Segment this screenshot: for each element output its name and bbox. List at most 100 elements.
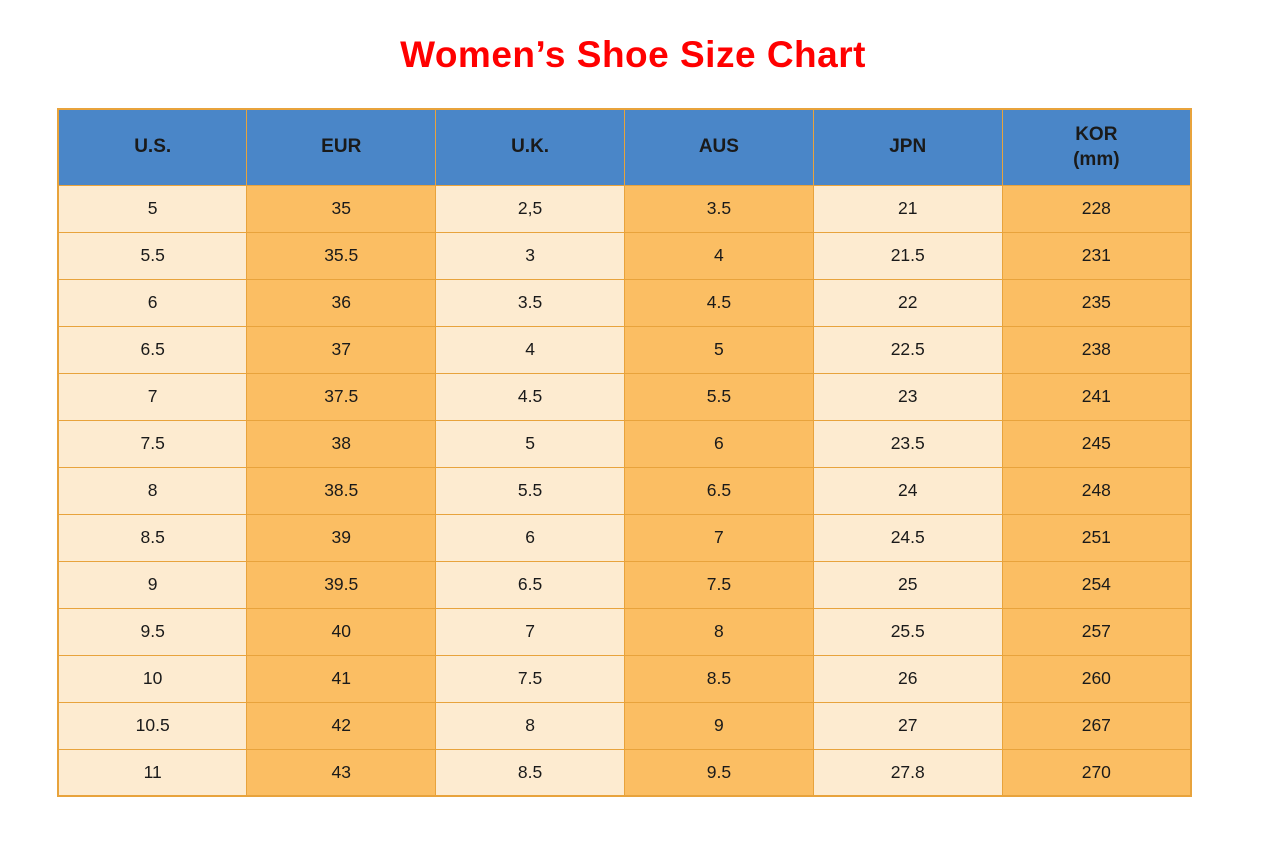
table-cell: 27 xyxy=(812,701,1003,750)
table-cell: 5.5 xyxy=(57,231,248,280)
table-cell: 3.5 xyxy=(623,184,814,233)
table-cell: 23.5 xyxy=(812,419,1003,468)
table-cell: 7 xyxy=(57,372,248,421)
table-cell: 6.5 xyxy=(435,560,625,609)
table-cell: 9.5 xyxy=(57,607,248,656)
table-cell: 9 xyxy=(57,560,248,609)
table-cell: 37.5 xyxy=(246,372,437,421)
column-header-jpn: JPN xyxy=(812,108,1003,186)
table-cell: 7.5 xyxy=(57,419,248,468)
table-cell: 4.5 xyxy=(623,278,814,327)
table-cell: 260 xyxy=(1001,654,1192,703)
size-table-body: 5 35 2,5 3.5 21 228 5.5 35.5 3 4 21.5 231 6 36 3.5 4.5 2… xyxy=(57,184,1192,797)
table-cell: 25 xyxy=(812,560,1003,609)
table-cell: 5 xyxy=(57,184,248,233)
table-cell: 8.5 xyxy=(435,748,625,797)
table-cell: 245 xyxy=(1001,419,1192,468)
table-cell: 4.5 xyxy=(435,372,625,421)
table-cell: 8 xyxy=(623,607,814,656)
table-cell: 231 xyxy=(1001,231,1192,280)
table-cell: 9.5 xyxy=(623,748,814,797)
table-cell: 241 xyxy=(1001,372,1192,421)
table-row: 6 36 3.5 4.5 22 235 xyxy=(57,278,1192,327)
table-cell: 39.5 xyxy=(246,560,437,609)
table-row: 7.5 38 5 6 23.5 245 xyxy=(57,419,1192,468)
table-cell: 238 xyxy=(1001,325,1192,374)
table-cell: 6 xyxy=(57,278,248,327)
size-table: U.S. EUR U.K. AUS JPN KOR (mm) 5 35 2,5 3.5 21 228… xyxy=(57,108,1192,797)
table-cell: 9 xyxy=(623,701,814,750)
table-cell: 251 xyxy=(1001,513,1192,562)
table-cell: 42 xyxy=(246,701,437,750)
table-cell: 228 xyxy=(1001,184,1192,233)
table-cell: 248 xyxy=(1001,466,1192,515)
table-cell: 254 xyxy=(1001,560,1192,609)
page-title: Women’s Shoe Size Chart xyxy=(400,34,866,75)
table-cell: 6.5 xyxy=(57,325,248,374)
table-row: 10.5 42 8 9 27 267 xyxy=(57,701,1192,750)
table-row: 8.5 39 6 7 24.5 251 xyxy=(57,513,1192,562)
table-cell: 8.5 xyxy=(57,513,248,562)
column-header-uk: U.K. xyxy=(435,108,625,186)
table-cell: 4 xyxy=(623,231,814,280)
table-cell: 21.5 xyxy=(812,231,1003,280)
column-header-eur: EUR xyxy=(246,108,437,186)
table-row: 9.5 40 7 8 25.5 257 xyxy=(57,607,1192,656)
table-cell: 40 xyxy=(246,607,437,656)
table-cell: 26 xyxy=(812,654,1003,703)
table-cell: 8 xyxy=(57,466,248,515)
table-row: 5.5 35.5 3 4 21.5 231 xyxy=(57,231,1192,280)
table-cell: 22 xyxy=(812,278,1003,327)
table-cell: 6.5 xyxy=(623,466,814,515)
table-cell: 267 xyxy=(1001,701,1192,750)
table-row: 6.5 37 4 5 22.5 238 xyxy=(57,325,1192,374)
table-cell: 10 xyxy=(57,654,248,703)
table-cell: 35 xyxy=(246,184,437,233)
table-cell: 10.5 xyxy=(57,701,248,750)
table-cell: 8 xyxy=(435,701,625,750)
table-cell: 6 xyxy=(623,419,814,468)
table-cell: 6 xyxy=(435,513,625,562)
table-row: 5 35 2,5 3.5 21 228 xyxy=(57,184,1192,233)
table-cell: 43 xyxy=(246,748,437,797)
table-cell: 7.5 xyxy=(623,560,814,609)
table-cell: 38.5 xyxy=(246,466,437,515)
header-row: U.S. EUR U.K. AUS JPN KOR (mm) xyxy=(57,108,1192,186)
table-cell: 21 xyxy=(812,184,1003,233)
table-cell: 2,5 xyxy=(435,184,625,233)
table-cell: 3 xyxy=(435,231,625,280)
table-cell: 3.5 xyxy=(435,278,625,327)
table-row: 8 38.5 5.5 6.5 24 248 xyxy=(57,466,1192,515)
table-cell: 22.5 xyxy=(812,325,1003,374)
table-cell: 5.5 xyxy=(623,372,814,421)
table-cell: 7 xyxy=(435,607,625,656)
table-cell: 5 xyxy=(623,325,814,374)
column-header-aus: AUS xyxy=(623,108,814,186)
column-header-us: U.S. xyxy=(57,108,248,186)
table-cell: 270 xyxy=(1001,748,1192,797)
table-cell: 23 xyxy=(812,372,1003,421)
table-cell: 25.5 xyxy=(812,607,1003,656)
table-cell: 5.5 xyxy=(435,466,625,515)
table-cell: 38 xyxy=(246,419,437,468)
size-table-header: U.S. EUR U.K. AUS JPN KOR (mm) xyxy=(57,108,1192,186)
table-row: 7 37.5 4.5 5.5 23 241 xyxy=(57,372,1192,421)
table-cell: 27.8 xyxy=(812,748,1003,797)
table-cell: 7 xyxy=(623,513,814,562)
table-cell: 24.5 xyxy=(812,513,1003,562)
table-cell: 24 xyxy=(812,466,1003,515)
table-row: 10 41 7.5 8.5 26 260 xyxy=(57,654,1192,703)
table-row: 11 43 8.5 9.5 27.8 270 xyxy=(57,748,1192,797)
table-cell: 5 xyxy=(435,419,625,468)
table-cell: 7.5 xyxy=(435,654,625,703)
table-row: 9 39.5 6.5 7.5 25 254 xyxy=(57,560,1192,609)
table-cell: 37 xyxy=(246,325,437,374)
column-header-kor: KOR (mm) xyxy=(1001,108,1192,186)
table-cell: 41 xyxy=(246,654,437,703)
table-cell: 8.5 xyxy=(623,654,814,703)
table-cell: 36 xyxy=(246,278,437,327)
table-cell: 39 xyxy=(246,513,437,562)
table-cell: 4 xyxy=(435,325,625,374)
table-cell: 235 xyxy=(1001,278,1192,327)
